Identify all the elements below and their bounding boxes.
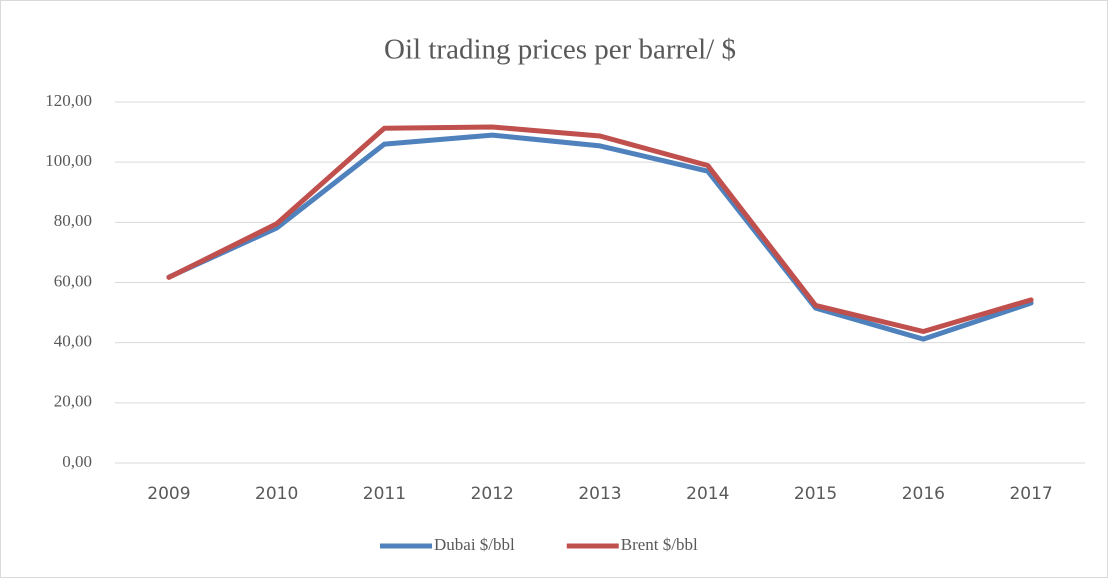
x-tick-label: 2009	[147, 484, 190, 504]
x-tick-label: 2013	[578, 484, 621, 504]
x-tick-label: 2016	[902, 484, 945, 504]
x-tick-label: 2014	[686, 484, 729, 504]
x-tick-label: 2011	[363, 484, 406, 504]
x-tick-label: 2015	[794, 484, 837, 504]
legend-label: Brent $/bbl	[621, 535, 698, 554]
series-line	[166, 124, 1034, 334]
y-tick-label: 0,00	[62, 452, 92, 471]
x-tick-label: 2017	[1009, 484, 1052, 504]
x-tick-label: 2012	[471, 484, 514, 504]
y-tick-label: 100,00	[45, 151, 92, 170]
x-tick-label: 2010	[255, 484, 298, 504]
y-tick-label: 80,00	[54, 211, 92, 230]
y-tick-label: 120,00	[45, 91, 92, 110]
y-tick-label: 60,00	[54, 271, 92, 290]
legend-label: Dubai $/bbl	[434, 535, 515, 554]
series-line	[166, 132, 1034, 342]
y-tick-label: 20,00	[54, 392, 92, 411]
y-tick-label: 40,00	[54, 332, 92, 351]
chart-title: Oil trading prices per barrel/ $	[384, 34, 736, 66]
